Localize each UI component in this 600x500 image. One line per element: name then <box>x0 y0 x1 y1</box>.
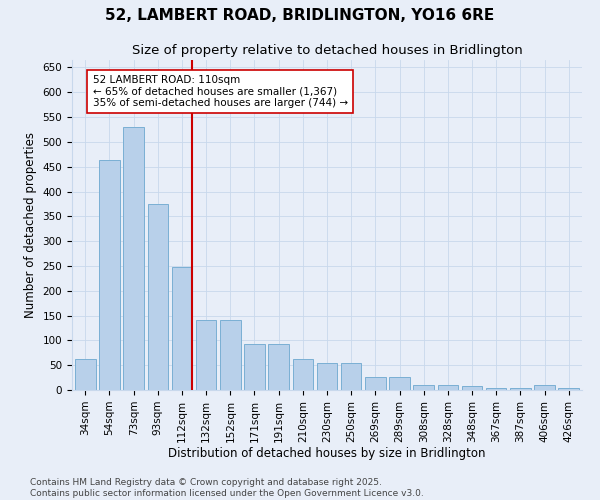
Bar <box>268 344 289 390</box>
Bar <box>486 388 506 390</box>
Bar <box>148 204 168 390</box>
Bar <box>389 377 410 390</box>
Bar <box>293 359 313 390</box>
Bar <box>220 320 241 390</box>
Y-axis label: Number of detached properties: Number of detached properties <box>24 132 37 318</box>
Text: 52 LAMBERT ROAD: 110sqm
← 65% of detached houses are smaller (1,367)
35% of semi: 52 LAMBERT ROAD: 110sqm ← 65% of detache… <box>92 75 347 108</box>
Text: Contains HM Land Registry data © Crown copyright and database right 2025.
Contai: Contains HM Land Registry data © Crown c… <box>30 478 424 498</box>
Bar <box>437 384 458 390</box>
Bar <box>124 127 144 390</box>
Bar <box>75 359 95 390</box>
Bar <box>559 388 579 390</box>
Bar <box>172 267 192 390</box>
Bar <box>99 160 120 390</box>
Bar <box>510 388 530 390</box>
Title: Size of property relative to detached houses in Bridlington: Size of property relative to detached ho… <box>131 44 523 58</box>
Text: 52, LAMBERT ROAD, BRIDLINGTON, YO16 6RE: 52, LAMBERT ROAD, BRIDLINGTON, YO16 6RE <box>106 8 494 22</box>
Bar <box>317 363 337 390</box>
Bar <box>244 344 265 390</box>
Bar <box>196 320 217 390</box>
Bar <box>534 384 555 390</box>
Bar <box>462 386 482 390</box>
Bar <box>413 384 434 390</box>
X-axis label: Distribution of detached houses by size in Bridlington: Distribution of detached houses by size … <box>168 448 486 460</box>
Bar <box>365 377 386 390</box>
Bar <box>341 363 361 390</box>
